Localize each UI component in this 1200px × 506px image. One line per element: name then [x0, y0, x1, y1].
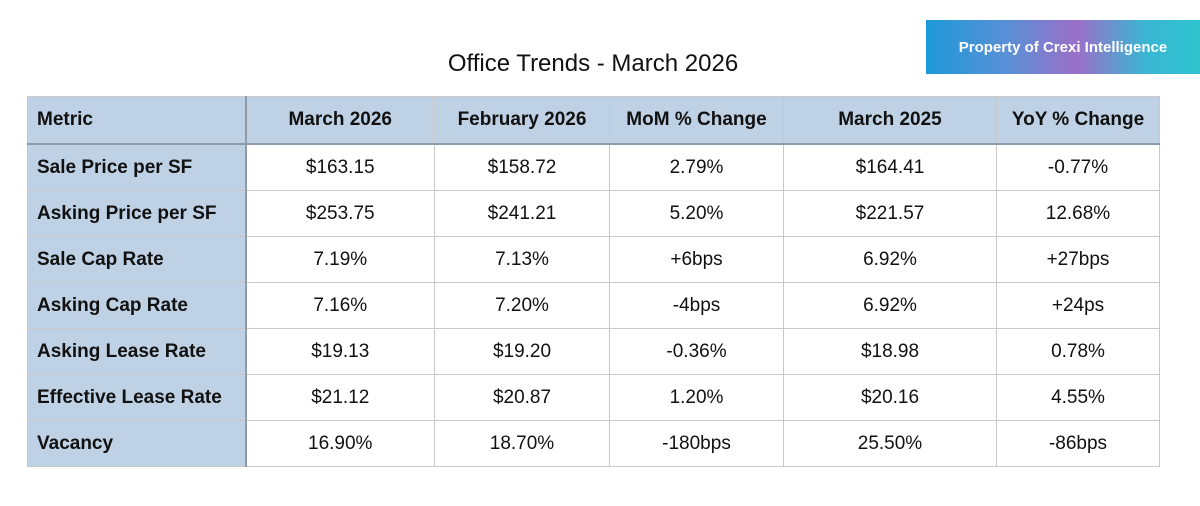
value-cell: 6.92%	[783, 282, 997, 329]
value-cell: 25.50%	[783, 420, 997, 467]
value-cell: $221.57	[783, 190, 997, 237]
table-row: Sale Price per SF $163.15 $158.72 2.79% …	[27, 143, 1160, 191]
table-row: Vacancy 16.90% 18.70% -180bps 25.50% -86…	[27, 420, 1160, 467]
table-row: Effective Lease Rate $21.12 $20.87 1.20%…	[27, 374, 1160, 421]
chart-title: Office Trends - March 2026	[447, 50, 739, 77]
value-cell: $20.16	[783, 374, 997, 421]
metric-cell: Vacancy	[27, 420, 247, 467]
property-badge: Property of Crexi Intelligence	[926, 20, 1200, 74]
metric-cell: Sale Price per SF	[27, 143, 247, 191]
value-cell: -0.77%	[996, 143, 1160, 191]
column-header-march-2026: March 2026	[245, 96, 435, 145]
value-cell: 6.92%	[783, 236, 997, 283]
value-cell: $241.21	[434, 190, 610, 237]
value-cell: $163.15	[245, 143, 435, 191]
value-cell: $164.41	[783, 143, 997, 191]
value-cell: $253.75	[245, 190, 435, 237]
metric-cell: Asking Lease Rate	[27, 328, 247, 375]
metric-cell: Sale Cap Rate	[27, 236, 247, 283]
table-row: Sale Cap Rate 7.19% 7.13% +6bps 6.92% +2…	[27, 236, 1160, 283]
metric-cell: Asking Price per SF	[27, 190, 247, 237]
value-cell: $158.72	[434, 143, 610, 191]
value-cell: 12.68%	[996, 190, 1160, 237]
column-header-march-2025: March 2025	[783, 96, 997, 145]
value-cell: +24ps	[996, 282, 1160, 329]
value-cell: +6bps	[609, 236, 784, 283]
value-cell: 16.90%	[245, 420, 435, 467]
column-header-mom-change: MoM % Change	[609, 96, 784, 145]
value-cell: -86bps	[996, 420, 1160, 467]
column-header-yoy-change: YoY % Change	[996, 96, 1160, 145]
metric-cell: Effective Lease Rate	[27, 374, 247, 421]
value-cell: 7.19%	[245, 236, 435, 283]
value-cell: 0.78%	[996, 328, 1160, 375]
value-cell: 1.20%	[609, 374, 784, 421]
value-cell: -4bps	[609, 282, 784, 329]
value-cell: 7.20%	[434, 282, 610, 329]
table-row: Asking Cap Rate 7.16% 7.20% -4bps 6.92% …	[27, 282, 1160, 329]
value-cell: $20.87	[434, 374, 610, 421]
office-trends-table: Metric March 2026 February 2026 MoM % Ch…	[27, 96, 1160, 467]
value-cell: +27bps	[996, 236, 1160, 283]
badge-label: Property of Crexi Intelligence	[958, 38, 1168, 56]
value-cell: 7.16%	[245, 282, 435, 329]
column-header-metric: Metric	[27, 96, 247, 145]
value-cell: 4.55%	[996, 374, 1160, 421]
header-row: Metric March 2026 February 2026 MoM % Ch…	[27, 96, 1160, 145]
value-cell: -180bps	[609, 420, 784, 467]
value-cell: 7.13%	[434, 236, 610, 283]
value-cell: $21.12	[245, 374, 435, 421]
metric-cell: Asking Cap Rate	[27, 282, 247, 329]
table-row: Asking Price per SF $253.75 $241.21 5.20…	[27, 190, 1160, 237]
value-cell: $18.98	[783, 328, 997, 375]
value-cell: $19.13	[245, 328, 435, 375]
value-cell: $19.20	[434, 328, 610, 375]
value-cell: -0.36%	[609, 328, 784, 375]
value-cell: 2.79%	[609, 143, 784, 191]
value-cell: 5.20%	[609, 190, 784, 237]
column-header-february-2026: February 2026	[434, 96, 610, 145]
table-row: Asking Lease Rate $19.13 $19.20 -0.36% $…	[27, 328, 1160, 375]
value-cell: 18.70%	[434, 420, 610, 467]
